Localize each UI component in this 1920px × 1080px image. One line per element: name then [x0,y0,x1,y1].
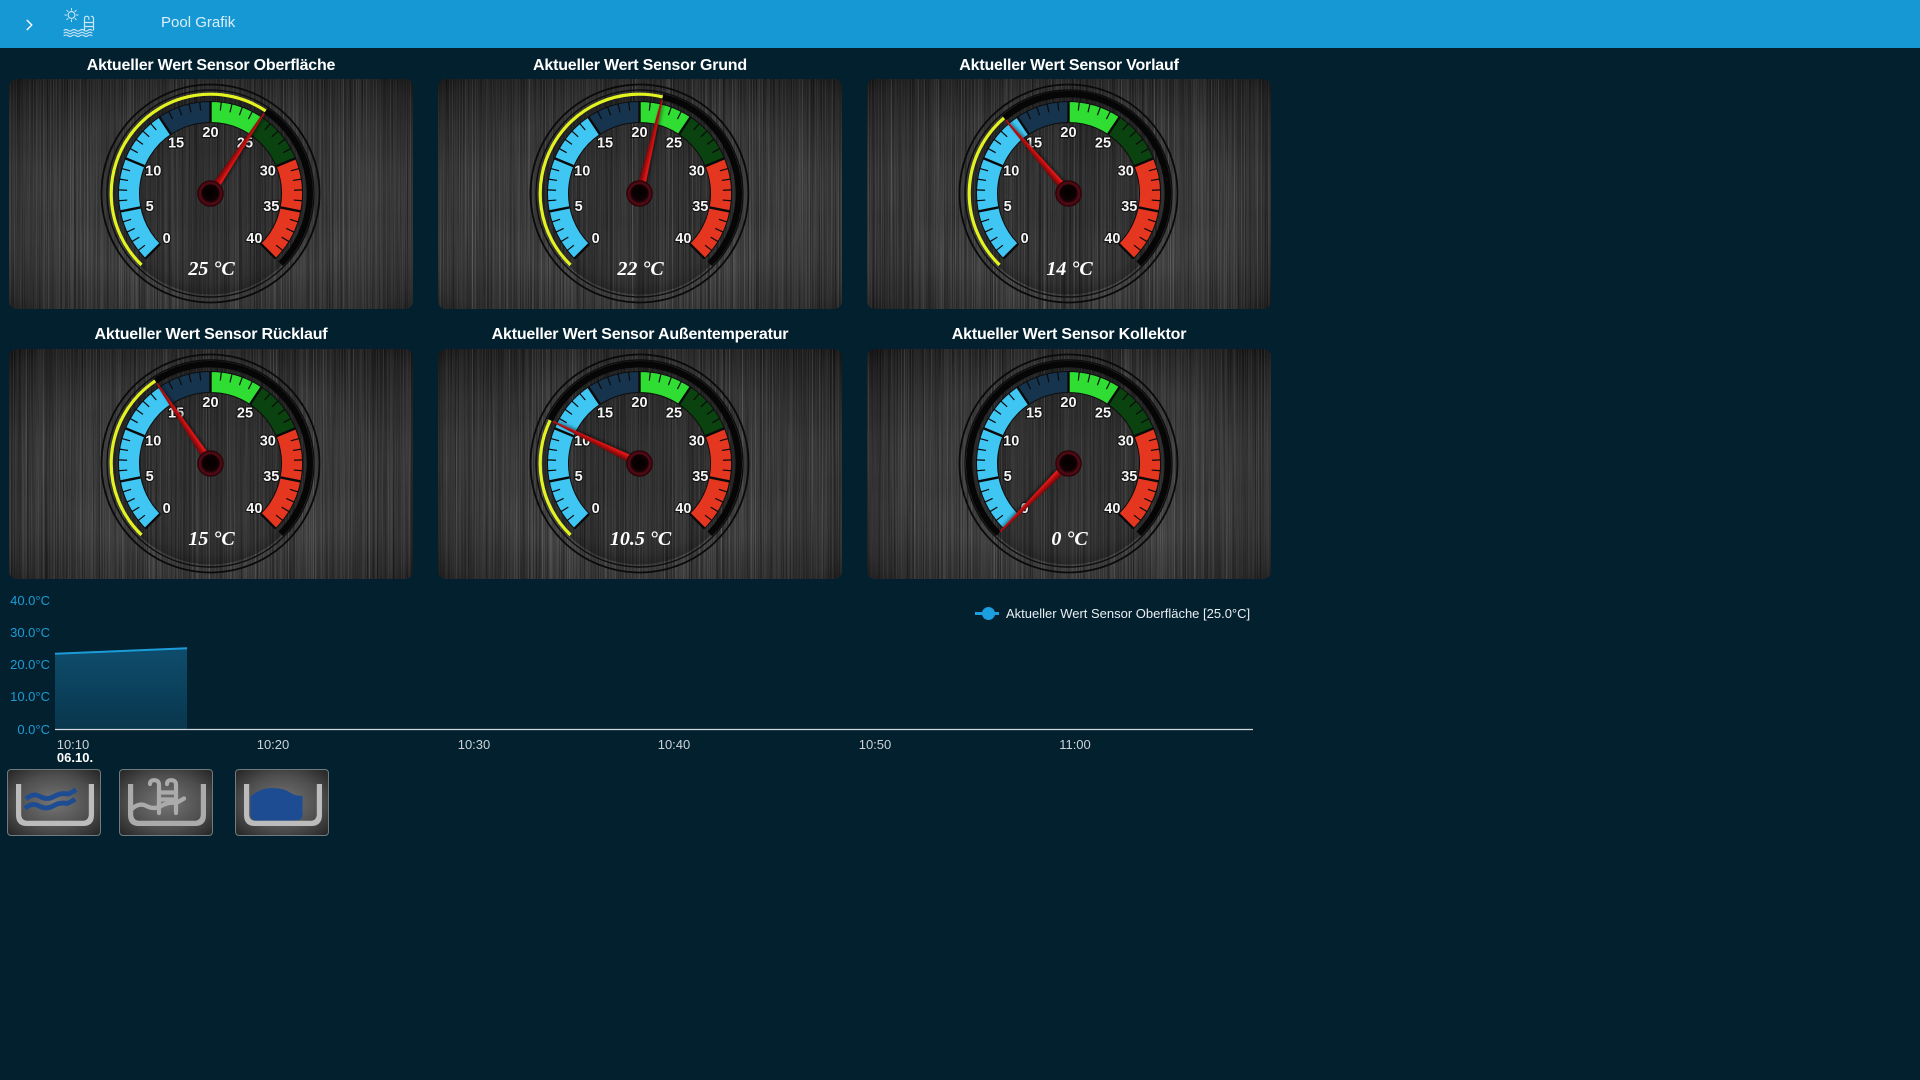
svg-text:20: 20 [1060,125,1076,141]
svg-text:14 °C: 14 °C [1046,258,1093,280]
svg-text:15 °C: 15 °C [188,528,235,550]
svg-text:40: 40 [675,500,691,516]
svg-text:10: 10 [1003,433,1019,449]
svg-text:20: 20 [631,125,647,141]
svg-text:30: 30 [260,163,276,179]
svg-text:35: 35 [692,469,708,485]
svg-text:40: 40 [1104,500,1120,516]
svg-text:5: 5 [575,469,583,485]
svg-text:40: 40 [675,230,691,246]
svg-text:0: 0 [163,500,171,516]
svg-text:35: 35 [1121,469,1137,485]
svg-text:0: 0 [163,230,171,246]
svg-text:15: 15 [597,405,613,421]
svg-text:35: 35 [1121,199,1137,215]
svg-text:15: 15 [597,135,613,151]
svg-text:10: 10 [145,433,161,449]
svg-text:20: 20 [202,125,218,141]
svg-text:20: 20 [631,395,647,411]
svg-text:15: 15 [1026,405,1042,421]
svg-text:10.5 °C: 10.5 °C [610,528,672,550]
svg-text:5: 5 [1004,469,1012,485]
svg-text:10: 10 [1003,163,1019,179]
svg-text:30: 30 [1118,433,1134,449]
svg-text:10: 10 [574,163,590,179]
svg-text:35: 35 [263,199,279,215]
svg-text:5: 5 [146,469,154,485]
svg-text:40: 40 [246,500,262,516]
svg-text:30: 30 [1118,163,1134,179]
svg-text:35: 35 [263,469,279,485]
svg-text:25: 25 [237,405,253,421]
svg-text:25: 25 [666,135,682,151]
svg-text:15: 15 [168,135,184,151]
svg-text:10: 10 [145,163,161,179]
svg-text:30: 30 [689,163,705,179]
svg-text:30: 30 [260,433,276,449]
svg-text:5: 5 [575,199,583,215]
svg-text:35: 35 [692,199,708,215]
svg-text:0 °C: 0 °C [1051,528,1088,550]
svg-text:20: 20 [1060,395,1076,411]
svg-text:40: 40 [246,230,262,246]
svg-text:25 °C: 25 °C [187,258,235,280]
svg-text:0: 0 [1021,230,1029,246]
svg-text:22 °C: 22 °C [616,258,664,280]
svg-text:40: 40 [1104,230,1120,246]
svg-text:5: 5 [1004,199,1012,215]
svg-text:25: 25 [666,405,682,421]
svg-text:30: 30 [689,433,705,449]
svg-text:0: 0 [592,230,600,246]
svg-text:20: 20 [202,395,218,411]
svg-text:5: 5 [146,199,154,215]
svg-text:25: 25 [1095,405,1111,421]
svg-text:0: 0 [592,500,600,516]
svg-text:25: 25 [1095,135,1111,151]
